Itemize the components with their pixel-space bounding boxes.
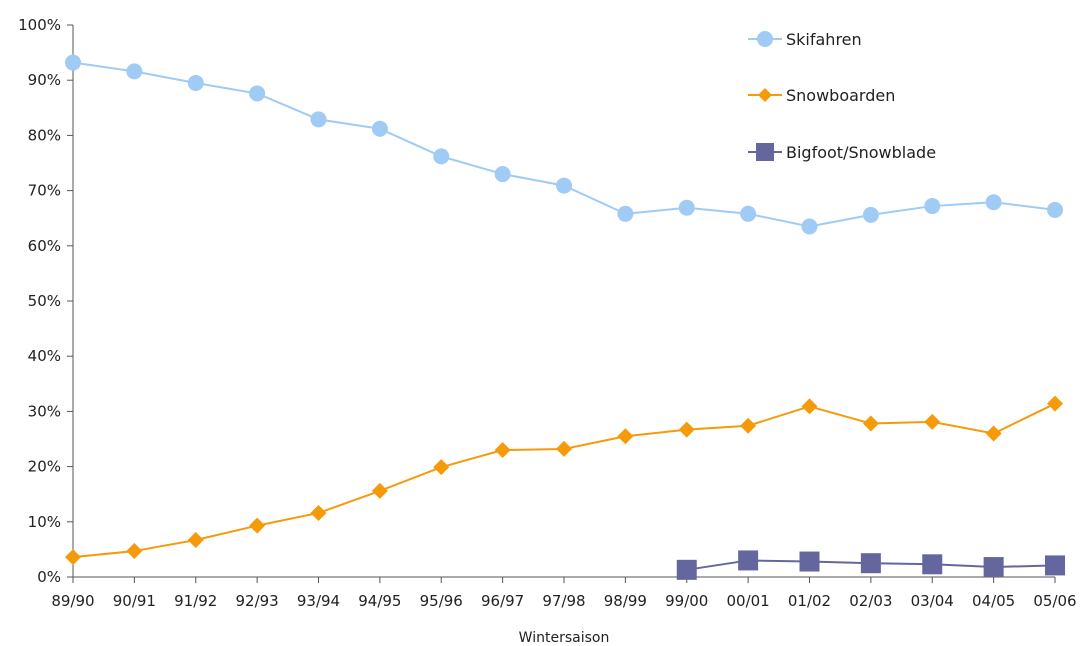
y-tick-label: 40% [28, 347, 61, 365]
data-point [983, 557, 1004, 578]
x-tick-label: 92/93 [236, 592, 279, 610]
series-layer [65, 54, 1065, 580]
data-point [187, 74, 204, 91]
legend-label: Snowboarden [786, 86, 895, 105]
data-point [862, 415, 879, 432]
data-point [310, 111, 327, 128]
data-point [65, 54, 81, 71]
y-tick-label: 10% [28, 513, 61, 531]
legend-item: Skifahren [748, 30, 862, 49]
x-tick-label: 00/01 [727, 592, 770, 610]
data-point [310, 504, 327, 521]
x-tick-label: 02/03 [849, 592, 892, 610]
x-tick-label: 89/90 [51, 592, 94, 610]
x-tick-label: 95/96 [420, 592, 463, 610]
y-tick-label: 100% [18, 16, 61, 34]
data-point [678, 421, 695, 438]
data-point [985, 425, 1002, 442]
x-tick-label: 01/02 [788, 592, 831, 610]
data-point [249, 85, 266, 102]
legend-marker [757, 31, 773, 47]
x-tick-label: 97/98 [542, 592, 585, 610]
series-line [72, 402, 1056, 559]
y-tick-label: 70% [28, 182, 61, 200]
data-point [676, 559, 697, 580]
data-point [924, 413, 941, 430]
legend-marker [758, 88, 772, 102]
data-point [494, 166, 511, 183]
data-point [617, 205, 634, 222]
data-point [249, 517, 266, 534]
data-point [433, 459, 450, 476]
y-tick-label: 90% [28, 71, 61, 89]
x-tick-label: 90/91 [113, 592, 156, 610]
x-tick-label: 03/04 [911, 592, 954, 610]
legend-label: Skifahren [786, 30, 862, 49]
y-tick-label: 50% [28, 292, 61, 310]
y-axis: 0% 10% 20% 30% 40% 50% 60% 70% 80% 90% 100% [18, 16, 74, 586]
legend-label: Bigfoot/Snowblade [786, 143, 936, 162]
data-point [860, 553, 881, 574]
data-point [371, 120, 388, 137]
x-axis: 89/90 90/91 91/92 92/93 93/94 94/95 95/96 96/97… [51, 576, 1077, 610]
data-point [799, 551, 820, 572]
data-point [740, 205, 757, 222]
x-tick-label: 91/92 [174, 592, 217, 610]
y-tick-label: 0% [37, 568, 61, 586]
data-point [371, 482, 388, 499]
x-tick-label: 98/99 [604, 592, 647, 610]
data-point [1047, 395, 1063, 412]
data-point [924, 198, 941, 215]
data-point [433, 148, 450, 165]
legend-item: Bigfoot/Snowblade [748, 143, 936, 162]
series-bigfoot-snowblade [676, 550, 1065, 580]
y-tick-label: 80% [28, 126, 61, 144]
data-point [801, 218, 818, 235]
data-point [801, 398, 818, 415]
series-snowboarden [65, 395, 1063, 566]
data-point [494, 442, 511, 459]
data-point [556, 177, 572, 194]
data-point [740, 417, 757, 434]
y-tick-label: 20% [28, 458, 61, 476]
data-point [862, 206, 879, 223]
data-point [65, 549, 81, 566]
x-tick-label: 93/94 [297, 592, 340, 610]
data-point [187, 532, 204, 549]
data-point [985, 194, 1002, 211]
data-point [126, 543, 143, 560]
data-point [738, 550, 759, 571]
x-axis-title: Wintersaison [519, 630, 610, 646]
data-point [556, 440, 572, 457]
data-point [922, 554, 943, 575]
y-tick-label: 60% [28, 237, 61, 255]
legend-item: Snowboarden [748, 86, 895, 105]
data-point [1047, 201, 1063, 218]
legend-marker [756, 143, 774, 161]
x-tick-label: 05/06 [1033, 592, 1076, 610]
data-point [1045, 555, 1065, 576]
x-tick-label: 96/97 [481, 592, 524, 610]
data-point [126, 63, 143, 80]
legend: Skifahren Snowboarden Bigfoot/Snowblade [748, 30, 936, 162]
series-skifahren [65, 54, 1063, 235]
y-tick-label: 30% [28, 402, 61, 420]
x-tick-label: 94/95 [358, 592, 401, 610]
data-point [617, 428, 634, 445]
x-tick-label: 99/00 [665, 592, 708, 610]
x-tick-label: 04/05 [972, 592, 1015, 610]
data-point [678, 199, 695, 216]
